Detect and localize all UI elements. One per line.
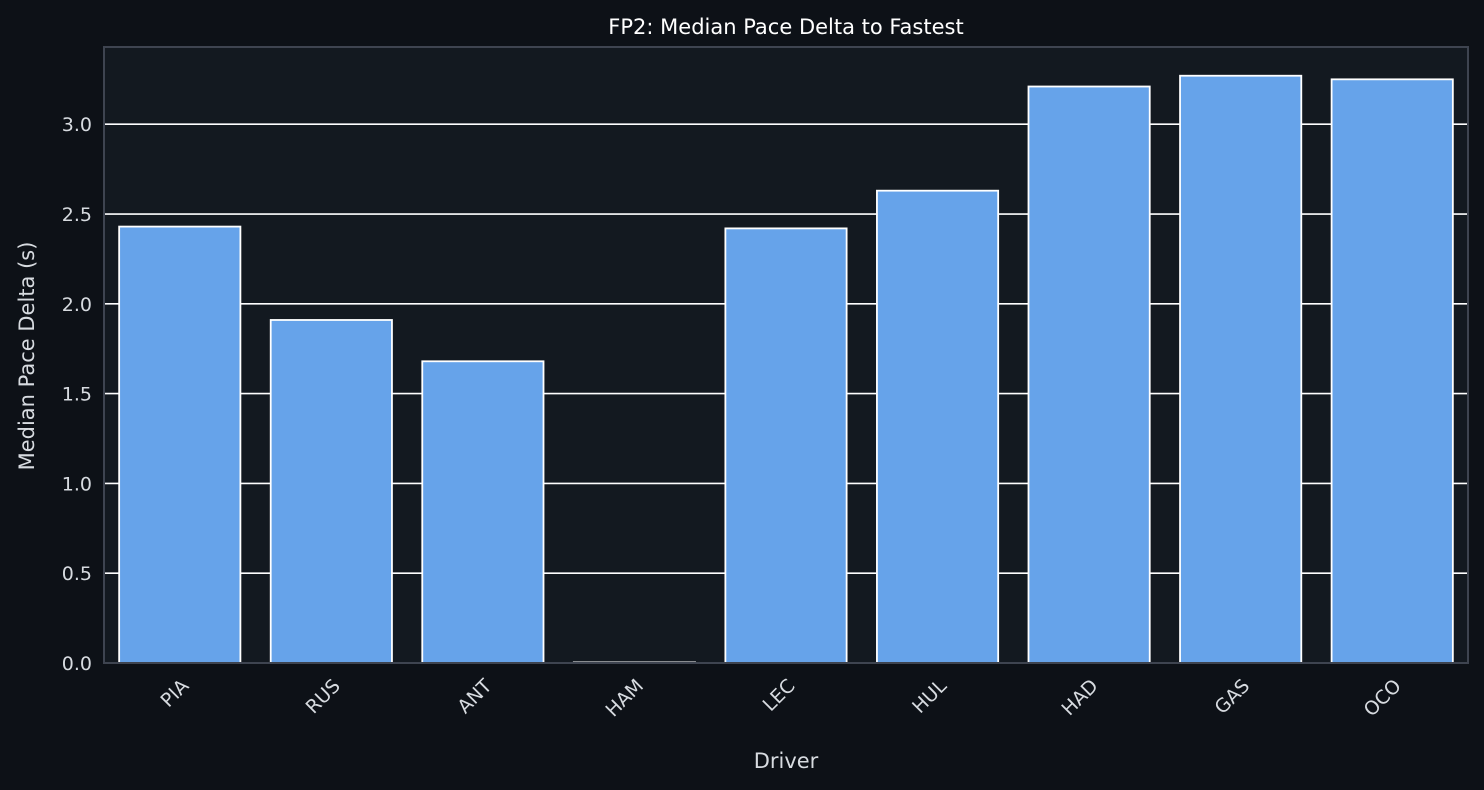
y-axis-ticks: 0.0 0.5 1.0 1.5 2.0 2.5 3.0	[62, 114, 92, 675]
y-tick-label: 2.0	[62, 294, 92, 316]
y-tick-label: 0.5	[62, 563, 92, 585]
bar-ant	[421, 360, 545, 664]
bar-lec	[724, 227, 848, 664]
bar-oco	[1330, 78, 1454, 664]
y-tick-label: 2.5	[62, 204, 92, 226]
y-tick-label: 1.0	[62, 473, 92, 495]
plot-area-frame	[103, 46, 1469, 664]
bar-hul	[876, 189, 1000, 664]
bar-gas	[1179, 74, 1303, 664]
bar-had	[1027, 85, 1151, 664]
y-tick-label: 0.0	[62, 653, 92, 675]
x-axis-label: Driver	[754, 749, 819, 773]
bars	[118, 74, 1454, 664]
y-axis-label: Median Pace Delta (s)	[15, 242, 39, 471]
bar-rus	[269, 319, 393, 664]
bar-pia	[118, 225, 242, 664]
y-tick-label: 3.0	[62, 114, 92, 136]
chart-title: FP2: Median Pace Delta to Fastest	[608, 15, 963, 39]
y-tick-label: 1.5	[62, 384, 92, 406]
